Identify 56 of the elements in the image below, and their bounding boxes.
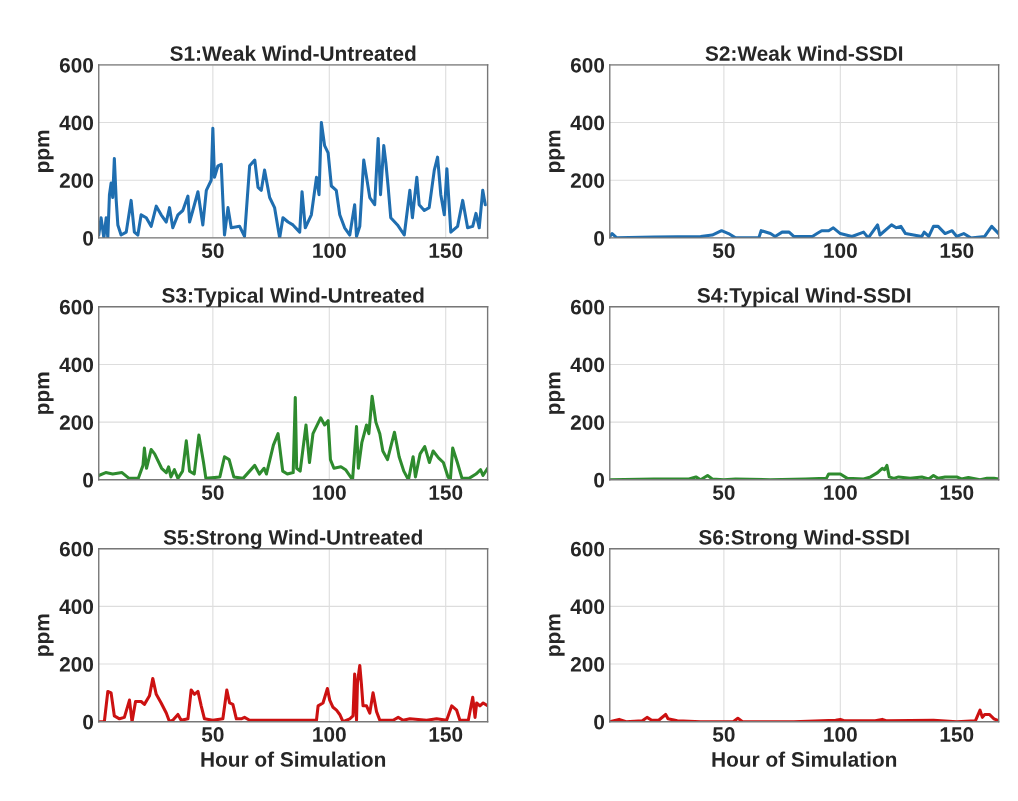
chart-title: S6:Strong Wind-SSDI — [699, 529, 909, 549]
x-tick-label: 50 — [712, 727, 735, 742]
x-tick-label: 150 — [429, 727, 463, 742]
y-tick-label: 200 — [59, 415, 94, 430]
chart-title: S5:Strong Wind-Untreated — [163, 529, 422, 549]
x-tick-label: 50 — [201, 243, 224, 259]
y-tick-label: 0 — [594, 714, 605, 730]
x-tick-label: 100 — [824, 727, 857, 742]
y-tick-label: 200 — [59, 173, 94, 188]
x-tick-label: 150 — [940, 485, 974, 500]
x-tick-label: 50 — [712, 243, 735, 259]
y-tick-label: 200 — [570, 415, 605, 430]
x-tick-label: 100 — [313, 485, 346, 500]
x-axis-title: Hour of Simulation — [201, 751, 386, 767]
y-axis-title: ppm — [38, 372, 54, 414]
x-tick-label: 100 — [824, 485, 857, 500]
x-tick-label: 100 — [824, 243, 857, 259]
y-tick-label: 0 — [83, 230, 94, 246]
y-tick-label: 0 — [594, 472, 605, 488]
y-axis-title: ppm — [38, 130, 54, 172]
x-tick-label: 150 — [429, 485, 463, 500]
x-tick-label: 150 — [940, 243, 974, 259]
y-tick-label: 600 — [59, 299, 94, 315]
y-tick-label: 600 — [570, 299, 605, 315]
y-tick-label: 400 — [570, 357, 605, 373]
y-tick-label: 600 — [59, 57, 94, 73]
y-tick-label: 400 — [59, 115, 94, 131]
y-tick-label: 0 — [83, 714, 94, 730]
y-tick-label: 200 — [59, 657, 94, 672]
x-tick-label: 100 — [313, 727, 346, 742]
x-tick-label: 50 — [712, 485, 735, 500]
y-tick-label: 600 — [570, 57, 605, 73]
y-tick-label: 200 — [570, 657, 605, 672]
y-tick-label: 600 — [59, 541, 94, 557]
x-tick-label: 50 — [201, 485, 224, 500]
y-axis-title: ppm — [549, 372, 565, 414]
x-tick-label: 50 — [201, 727, 224, 742]
x-axis-title: Hour of Simulation — [712, 751, 897, 767]
x-tick-label: 150 — [940, 727, 974, 742]
x-tick-label: 150 — [429, 243, 463, 259]
y-tick-label: 200 — [570, 173, 605, 188]
y-tick-label: 400 — [59, 599, 94, 615]
chart-title: S3:Typical Wind-Untreated — [162, 287, 424, 307]
y-tick-label: 400 — [59, 357, 94, 373]
y-tick-label: 400 — [570, 115, 605, 131]
y-tick-label: 400 — [570, 599, 605, 615]
x-tick-label: 100 — [313, 243, 346, 259]
y-axis-title: ppm — [38, 614, 54, 656]
y-tick-label: 600 — [570, 541, 605, 557]
chart-title: S1:Weak Wind-Untreated — [170, 45, 416, 61]
chart-title: S4:Typical Wind-SSDI — [697, 287, 911, 307]
y-tick-label: 0 — [594, 230, 605, 246]
chart-title: S2:Weak Wind-SSDI — [705, 45, 903, 61]
y-axis-title: ppm — [549, 614, 565, 656]
y-axis-title: ppm — [549, 130, 565, 172]
y-tick-label: 0 — [83, 472, 94, 488]
